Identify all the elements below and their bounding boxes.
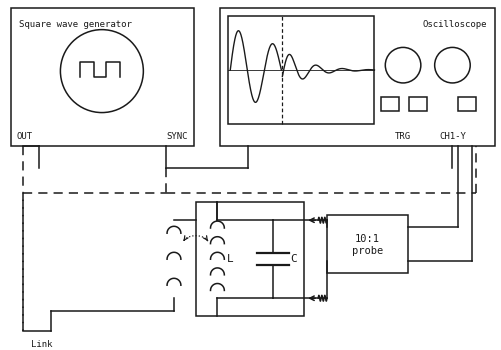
Text: Oscilloscope: Oscilloscope — [422, 20, 487, 29]
Bar — [196, 202, 304, 316]
Bar — [11, 8, 194, 146]
Text: L: L — [227, 254, 234, 264]
Text: TRG: TRG — [395, 132, 411, 141]
Bar — [327, 215, 408, 273]
Text: Square wave generator: Square wave generator — [19, 20, 132, 29]
Text: OUT: OUT — [17, 132, 33, 141]
Bar — [220, 8, 495, 146]
Circle shape — [61, 30, 143, 113]
Circle shape — [435, 47, 470, 83]
Bar — [458, 97, 476, 111]
Text: C: C — [291, 254, 297, 264]
Text: SYNC: SYNC — [166, 132, 188, 141]
Bar — [381, 97, 399, 111]
Bar — [409, 97, 427, 111]
Text: 10:1: 10:1 — [355, 234, 380, 244]
Text: probe: probe — [352, 246, 383, 256]
Text: CH1-Y: CH1-Y — [439, 132, 466, 141]
Circle shape — [385, 47, 421, 83]
Text: Link: Link — [31, 340, 52, 349]
Bar — [228, 16, 374, 124]
